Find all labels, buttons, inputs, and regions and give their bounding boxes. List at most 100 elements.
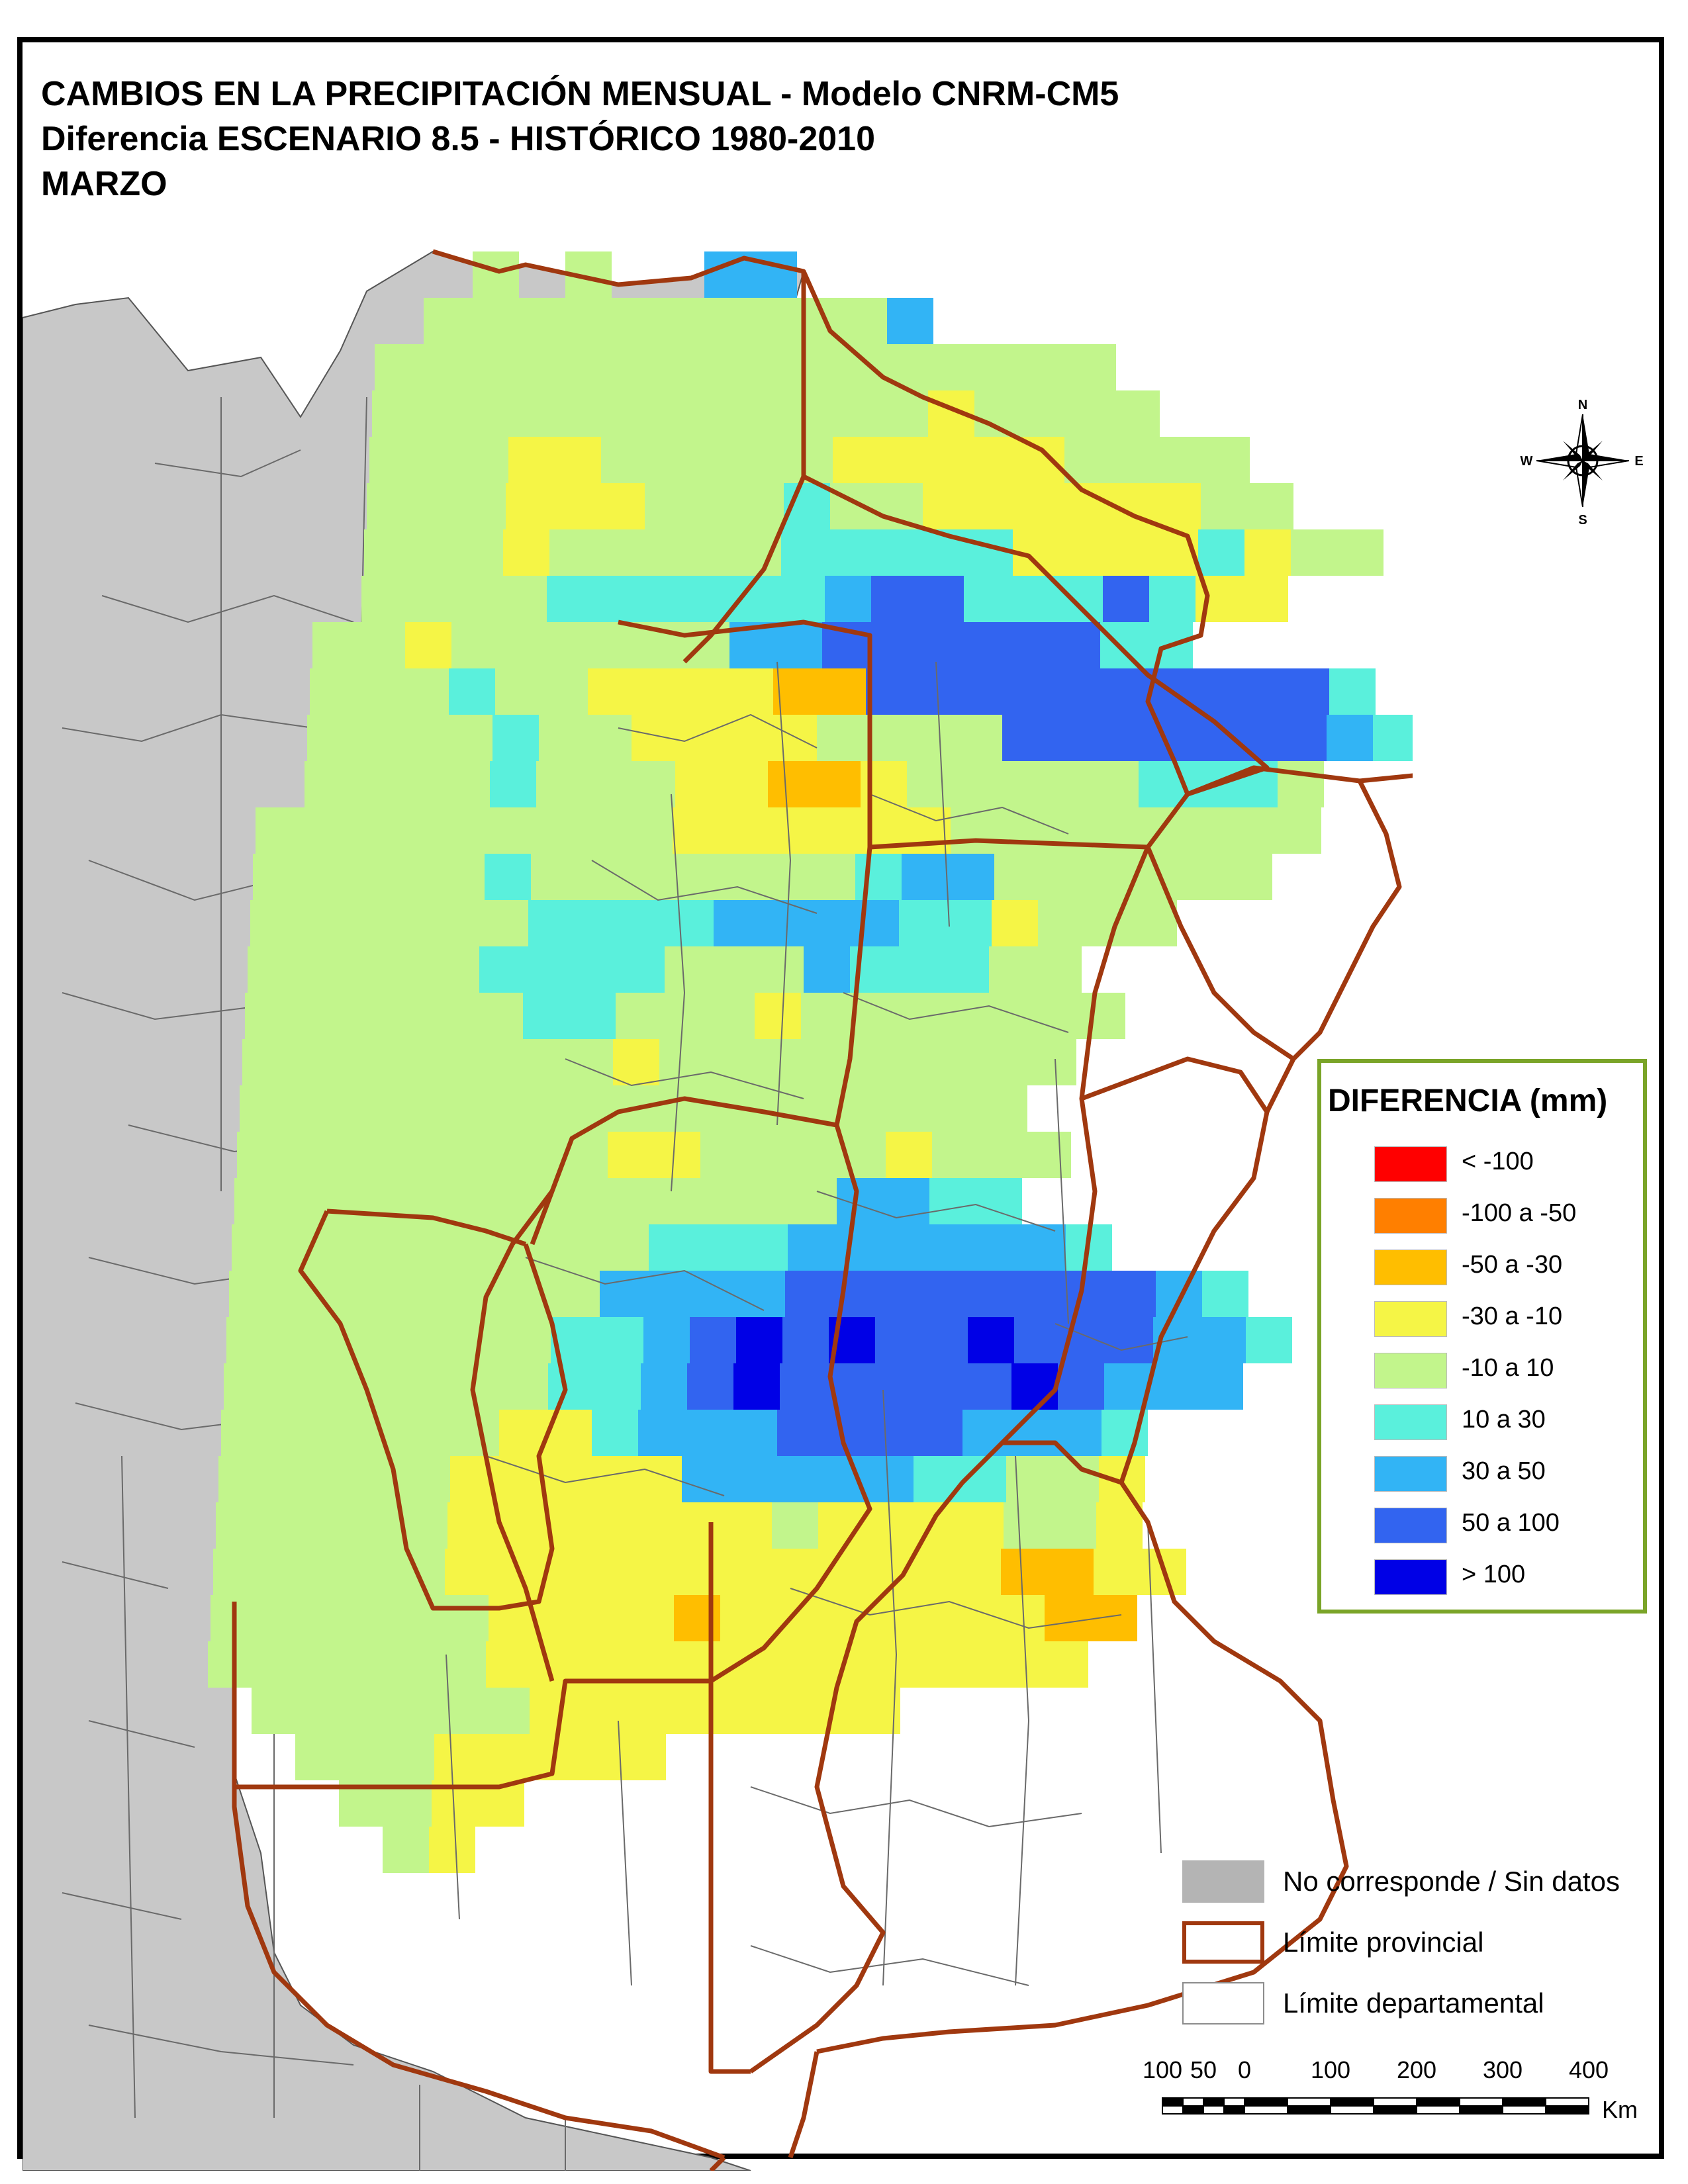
grid-cell	[410, 529, 457, 576]
grid-cell	[218, 1456, 265, 1502]
grid-cell	[655, 298, 702, 344]
grid-cell	[798, 1039, 845, 1085]
grid-cell	[308, 1502, 355, 1549]
grid-cell	[224, 1363, 270, 1410]
grid-cell	[1226, 854, 1272, 900]
grid-cell	[483, 1688, 530, 1734]
grid-cell	[502, 1363, 548, 1410]
grid-cell	[809, 854, 855, 900]
grid-cell	[307, 715, 353, 761]
grid-cell	[887, 298, 933, 344]
grid-cell	[518, 1085, 564, 1132]
grid-cell	[1045, 1595, 1091, 1641]
grid-cell	[968, 1317, 1014, 1363]
grid-cell	[902, 854, 948, 900]
grid-cell	[548, 1363, 594, 1410]
scale-unit-label: Km	[1602, 2096, 1638, 2123]
grid-cell	[273, 1317, 319, 1363]
grid-cell	[630, 1549, 677, 1595]
grid-cell	[774, 1456, 821, 1502]
grid-cell	[957, 1502, 1004, 1549]
grid-cell	[1291, 529, 1337, 576]
grid-cell	[755, 993, 801, 1039]
grid-cell	[602, 1224, 649, 1271]
grid-cell	[748, 298, 794, 344]
legend-label: > 100	[1462, 1561, 1526, 1588]
grid-cell	[854, 1688, 900, 1734]
grid-cell	[270, 1363, 316, 1410]
grid-cell	[503, 529, 549, 576]
grid-cell	[1203, 437, 1250, 483]
grid-cell	[409, 1363, 455, 1410]
grid-cell	[923, 483, 969, 529]
grid-cell	[806, 900, 853, 946]
grid-cell	[459, 483, 506, 529]
grid-cell	[973, 1224, 1019, 1271]
grid-cell	[834, 1224, 880, 1271]
grid-cell	[733, 1363, 780, 1410]
grid-cell	[814, 761, 861, 807]
legend-swatch	[1374, 1353, 1447, 1388]
grid-cell	[996, 1641, 1042, 1688]
legend-label: < -100	[1462, 1148, 1534, 1175]
grid-cell	[643, 1317, 690, 1363]
grid-cell	[752, 1039, 798, 1085]
grid-cell	[594, 1363, 641, 1410]
grid-cell	[575, 900, 621, 946]
grid-cell	[498, 622, 544, 668]
grid-cell	[353, 715, 400, 761]
grid-cell	[1157, 437, 1203, 483]
grid-cell	[604, 390, 650, 437]
grid-cell	[400, 715, 446, 761]
grid-cell	[1197, 1363, 1243, 1410]
grid-cell	[929, 1178, 976, 1224]
grid-cell	[924, 1271, 970, 1317]
grid-cell	[422, 1132, 469, 1178]
key-departmental-label: Límite departamental	[1283, 1987, 1544, 2019]
grid-cell	[1092, 761, 1139, 807]
grid-cell	[528, 900, 575, 946]
grid-cell	[465, 390, 511, 437]
grid-cell	[764, 1641, 810, 1688]
grid-cell	[757, 946, 804, 993]
grid-cell	[714, 900, 760, 946]
grid-cell	[340, 946, 387, 993]
grid-cell	[883, 1178, 929, 1224]
grid-cell	[872, 1363, 919, 1410]
grid-cell	[392, 854, 438, 900]
grid-cell	[875, 1317, 921, 1363]
grid-cell	[792, 344, 838, 390]
grid-cell	[862, 1549, 908, 1595]
grid-cell	[961, 622, 1008, 668]
grid-cell	[641, 1363, 687, 1410]
grid-cell	[956, 715, 1002, 761]
grid-cell	[418, 390, 465, 437]
grid-cell	[1000, 761, 1046, 807]
key-provincial-label: Límite provincial	[1283, 1927, 1484, 1958]
grid-cell	[715, 1688, 761, 1734]
grid-cell	[585, 715, 632, 761]
grid-cell	[1283, 668, 1329, 715]
grid-cell	[1087, 854, 1133, 900]
grid-cell	[1008, 622, 1054, 668]
grid-cell	[1242, 576, 1288, 622]
grid-cell	[825, 576, 871, 622]
grid-cell	[1234, 715, 1280, 761]
grid-cell	[972, 437, 1018, 483]
grid-cell	[910, 715, 956, 761]
grid-cell	[1025, 1132, 1071, 1178]
grid-cell	[598, 483, 645, 529]
grid-cell	[1096, 1502, 1143, 1549]
grid-cell	[256, 807, 302, 854]
grid-cell	[609, 298, 655, 344]
grid-cell	[773, 668, 820, 715]
grid-cell	[1038, 900, 1084, 946]
grid-cell	[281, 1178, 327, 1224]
grid-cell	[874, 529, 920, 576]
grid-cell	[1237, 668, 1283, 715]
grid-cell	[541, 668, 588, 715]
grid-cell	[1154, 483, 1201, 529]
grid-cell	[669, 1688, 715, 1734]
grid-cell	[213, 1549, 259, 1595]
grid-cell	[563, 298, 609, 344]
